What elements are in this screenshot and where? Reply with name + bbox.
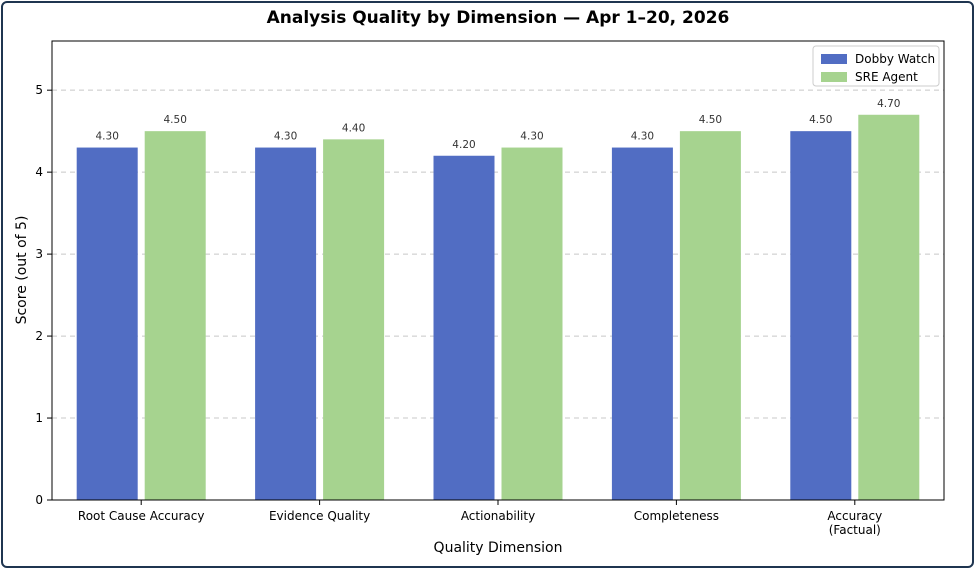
y-tick-label-0: 0 (35, 493, 43, 507)
x-tick-label-4-line2: (Factual) (829, 523, 881, 537)
chart-title: Analysis Quality by Dimension — Apr 1–20… (267, 8, 730, 28)
x-axis: Root Cause Accuracy Evidence Quality Actio… (78, 500, 882, 537)
x-tick-label-4: Accuracy (827, 509, 882, 523)
bar-sre-agent-0 (144, 131, 206, 501)
y-tick-label-1: 1 (35, 411, 43, 425)
data-label-0-0: 4.30 (96, 131, 119, 143)
x-tick-label-2: Actionability (461, 509, 535, 523)
bar-dobby-watch-4 (790, 131, 852, 501)
bar-sre-agent-4 (858, 114, 920, 501)
data-label-1-3: 4.50 (699, 114, 722, 126)
bar-dobby-watch-1 (255, 147, 317, 500)
legend-swatch-1 (821, 72, 847, 82)
y-axis-label: Score (out of 5) (14, 216, 30, 325)
data-label-1-2: 4.30 (520, 131, 543, 143)
data-label-0-4: 4.50 (809, 114, 832, 126)
bar-dobby-watch-0 (76, 147, 138, 500)
x-tick-label-3: Completeness (634, 509, 719, 523)
data-label-0-2: 4.20 (452, 139, 475, 151)
legend-swatch-0 (821, 54, 847, 64)
bar-sre-agent-3 (679, 131, 741, 501)
legend-label-0: Dobby Watch (855, 52, 935, 66)
bars-group: 4.30 4.50 4.30 4.40 4.20 4.30 4.30 4.50 4.50 4.70 (76, 98, 920, 501)
y-tick-label-2: 2 (35, 329, 43, 343)
legend-label-1: SRE Agent (855, 70, 918, 84)
y-tick-label-5: 5 (35, 83, 43, 97)
data-label-0-3: 4.30 (631, 131, 654, 143)
y-axis: 0 1 2 3 4 5 (35, 83, 52, 507)
data-label-0-1: 4.30 (274, 131, 297, 143)
y-tick-label-3: 3 (35, 247, 43, 261)
bar-dobby-watch-2 (433, 155, 495, 500)
data-label-1-4: 4.70 (877, 98, 900, 110)
bar-sre-agent-2 (501, 147, 563, 500)
x-tick-label-1: Evidence Quality (269, 509, 370, 523)
data-label-1-1: 4.40 (342, 122, 365, 134)
x-axis-label: Quality Dimension (434, 540, 563, 556)
y-tick-label-4: 4 (35, 165, 43, 179)
bar-dobby-watch-3 (611, 147, 673, 500)
bar-sre-agent-1 (323, 139, 385, 500)
data-label-1-0: 4.50 (164, 114, 187, 126)
x-tick-label-0: Root Cause Accuracy (78, 509, 205, 523)
legend: Dobby Watch SRE Agent (812, 45, 940, 87)
